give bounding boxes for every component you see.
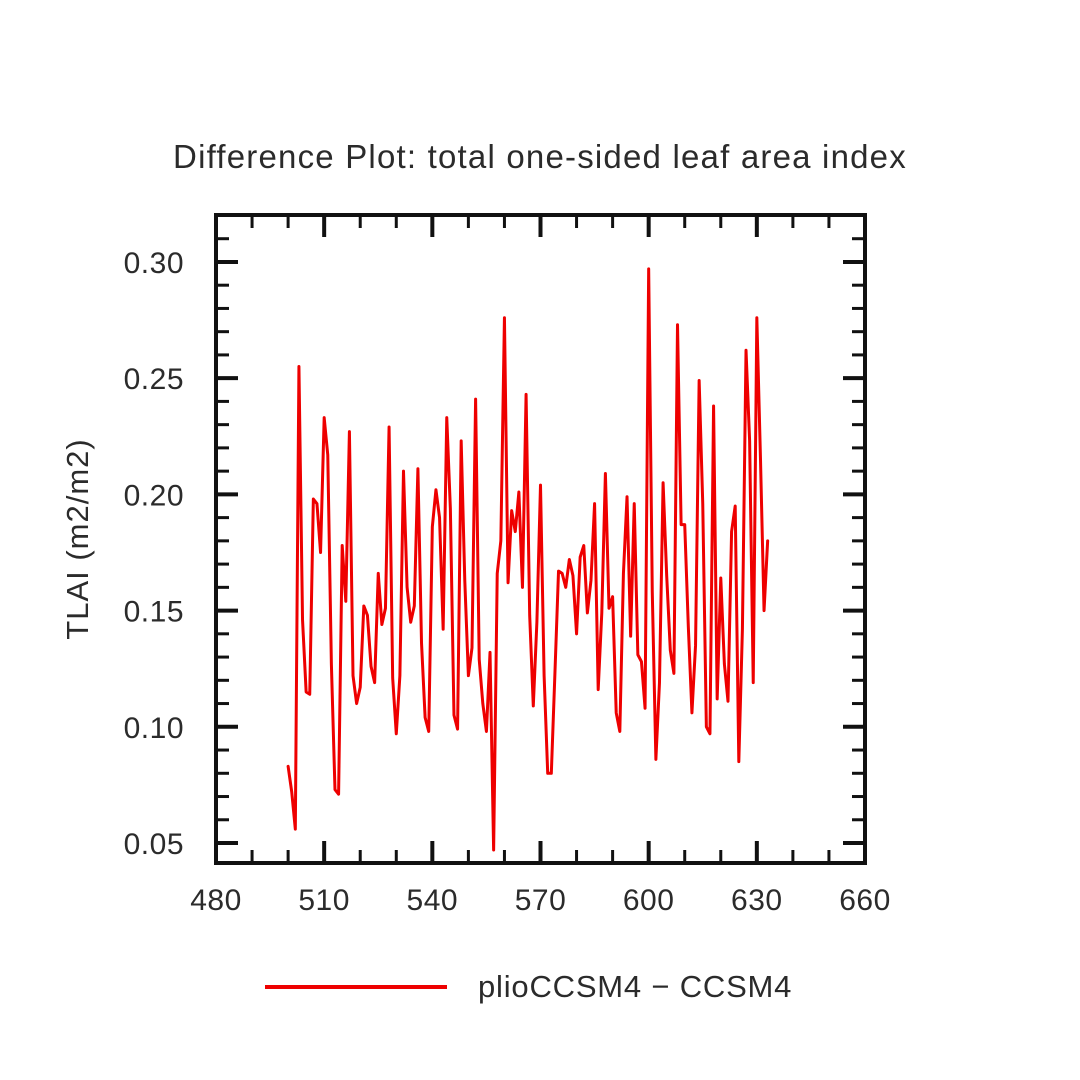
y-tick-label: 0.10 — [124, 712, 184, 745]
data-series-line — [286, 267, 770, 852]
x-tick-label: 630 — [731, 884, 783, 917]
x-tick-label: 540 — [407, 884, 459, 917]
y-axis-tick-labels: 0.05 0.10 0.15 0.20 0.25 0.30 — [124, 247, 184, 861]
legend: plioCCSM4 − CCSM4 — [265, 969, 792, 1004]
legend-entry-label: plioCCSM4 − CCSM4 — [478, 969, 792, 1004]
y-tick-label: 0.15 — [124, 596, 184, 629]
y-tick-label: 0.20 — [124, 479, 184, 512]
y-tick-label: 0.05 — [124, 828, 184, 861]
x-tick-label: 570 — [515, 884, 567, 917]
y-tick-label: 0.25 — [124, 363, 184, 396]
x-tick-label: 480 — [190, 884, 242, 917]
y-tick-label: 0.30 — [124, 247, 184, 280]
x-tick-label: 600 — [623, 884, 675, 917]
x-axis-tick-labels: 480 510 540 570 600 630 660 — [190, 884, 891, 917]
x-tick-label: 510 — [298, 884, 350, 917]
plot-frame — [214, 213, 867, 865]
page-title: Difference Plot: total one-sided leaf ar… — [173, 138, 907, 175]
y-axis-title: TLAI (m2/m2) — [60, 438, 95, 639]
x-tick-label: 660 — [839, 884, 891, 917]
